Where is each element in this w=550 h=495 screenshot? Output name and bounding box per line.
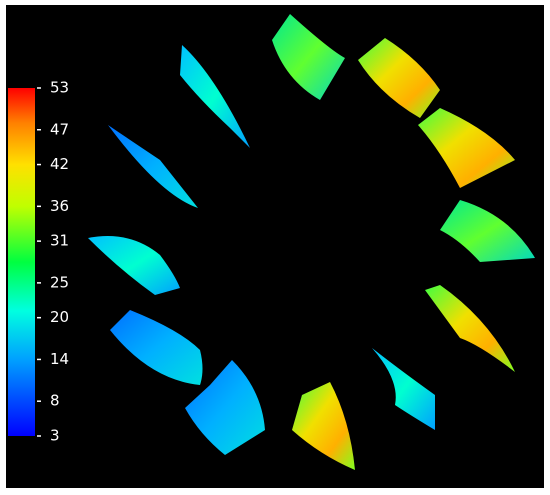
colorbar-ticks: 3 8 14 20 25 31 36 42 47 53 bbox=[37, 79, 69, 445]
blade bbox=[185, 360, 265, 455]
blade bbox=[108, 125, 198, 208]
blade bbox=[425, 285, 515, 372]
tick-label: 53 bbox=[50, 79, 69, 97]
blade bbox=[440, 200, 535, 262]
blade bbox=[418, 108, 515, 188]
blades bbox=[88, 14, 535, 470]
blade bbox=[272, 14, 345, 100]
tick-label: 14 bbox=[50, 350, 69, 368]
tick-label: 47 bbox=[50, 120, 69, 138]
blade bbox=[372, 348, 435, 430]
colorbar bbox=[8, 88, 35, 436]
blade bbox=[110, 310, 203, 385]
blade bbox=[180, 45, 250, 148]
tick-label: 42 bbox=[50, 155, 69, 173]
tick-label: 3 bbox=[50, 427, 60, 445]
tick-label: 8 bbox=[50, 392, 60, 410]
blade bbox=[358, 38, 440, 118]
tick-label: 20 bbox=[50, 308, 69, 326]
blade bbox=[292, 382, 355, 470]
tick-label: 25 bbox=[50, 273, 69, 291]
tick-label: 31 bbox=[50, 232, 69, 250]
tick-label: 36 bbox=[50, 197, 69, 215]
background bbox=[6, 5, 544, 488]
blade bbox=[88, 236, 180, 295]
